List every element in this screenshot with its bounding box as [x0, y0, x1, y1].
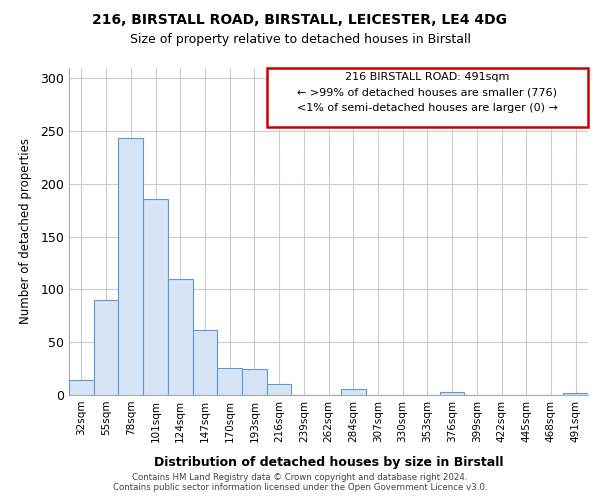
X-axis label: Distribution of detached houses by size in Birstall: Distribution of detached houses by size … — [154, 456, 503, 469]
Bar — [143, 198, 168, 395]
Bar — [94, 300, 118, 395]
Bar — [267, 384, 292, 395]
Text: Contains HM Land Registry data © Crown copyright and database right 2024.
Contai: Contains HM Land Registry data © Crown c… — [113, 473, 487, 492]
Text: 216 BIRSTALL ROAD: 491sqm: 216 BIRSTALL ROAD: 491sqm — [345, 72, 509, 82]
Y-axis label: Number of detached properties: Number of detached properties — [19, 138, 32, 324]
Bar — [168, 279, 193, 395]
Bar — [563, 393, 588, 395]
Bar — [440, 392, 464, 395]
Bar — [217, 368, 242, 395]
FancyBboxPatch shape — [267, 68, 588, 126]
Text: Size of property relative to detached houses in Birstall: Size of property relative to detached ho… — [130, 32, 470, 46]
Text: 216, BIRSTALL ROAD, BIRSTALL, LEICESTER, LE4 4DG: 216, BIRSTALL ROAD, BIRSTALL, LEICESTER,… — [92, 12, 508, 26]
Bar — [69, 380, 94, 395]
Text: <1% of semi-detached houses are larger (0) →: <1% of semi-detached houses are larger (… — [297, 103, 558, 113]
Bar — [341, 388, 365, 395]
Bar — [118, 138, 143, 395]
Text: ← >99% of detached houses are smaller (776): ← >99% of detached houses are smaller (7… — [298, 88, 557, 98]
Bar — [193, 330, 217, 395]
Bar — [242, 368, 267, 395]
